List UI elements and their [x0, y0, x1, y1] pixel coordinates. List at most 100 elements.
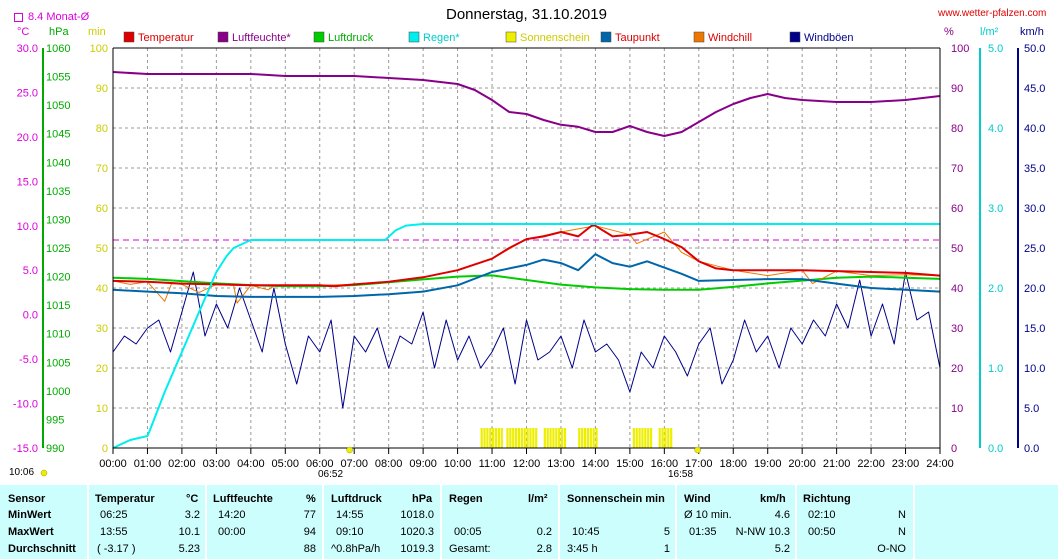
temp-tick-label: 10.0 — [17, 221, 38, 233]
stats-press-header: Luftdruck — [331, 493, 382, 505]
sunshine-bar — [483, 428, 486, 448]
sun-tick-label: 80 — [96, 123, 108, 135]
stats-hum-max-time: 00:00 — [218, 526, 246, 538]
x-tick-label: 09:00 — [409, 458, 437, 470]
wind-tick-label: 15.0 — [1024, 323, 1045, 335]
x-tick-label: 24:00 — [926, 458, 954, 470]
temp-tick-label: 0.0 — [23, 310, 38, 322]
press-tick-label: 1015 — [46, 300, 70, 312]
hum-tick-label: 40 — [951, 283, 963, 295]
stats-temp-avg-value: 5.23 — [178, 543, 200, 555]
sun-tick-label: 10 — [96, 403, 108, 415]
stats-sensor-header: Sensor — [8, 493, 46, 505]
rain-tick-label: 5.0 — [988, 43, 1003, 55]
legend-label: Windchill — [708, 32, 752, 44]
wind-tick-label: 0.0 — [1024, 443, 1039, 455]
temp-tick-label: 20.0 — [17, 132, 38, 144]
sunshine-bar — [664, 428, 667, 448]
weather-chart: 30.0 25.0 20.0 15.0 10.0 5.0 0.0 -5.0 -10.0 -15.0… — [13, 31, 1045, 477]
sun-tick-label: 50 — [96, 243, 108, 255]
sunshine-bar — [638, 428, 641, 448]
sunshine-bar — [555, 428, 558, 448]
stats-hum-unit: % — [306, 493, 316, 505]
stats-sun-total: 3:45 h — [567, 543, 598, 555]
wind-tick-label: 45.0 — [1024, 83, 1045, 95]
sunshine-bar — [526, 428, 529, 448]
rain-axis-unit: l/m² — [980, 26, 999, 38]
legend-swatch — [789, 31, 801, 43]
site-link[interactable]: www.wetter-pfalzen.com — [938, 8, 1047, 19]
press-tick-label: 990 — [46, 443, 64, 455]
x-tick-label: 10:00 — [444, 458, 472, 470]
sunshine-bar — [512, 428, 515, 448]
sunshine-bar — [649, 428, 653, 448]
sunshine-bar — [489, 428, 492, 448]
legend-swatch — [313, 31, 325, 43]
stats-wind-avg10-label: Ø 10 min. — [684, 509, 732, 521]
legend-swatch — [408, 31, 420, 43]
sun-event-marker — [694, 446, 701, 454]
x-tick-label: 12:00 — [513, 458, 541, 470]
stats-press-trend: ^0.8hPa/h — [331, 543, 381, 555]
stats-dir-max-time: 00:50 — [808, 526, 836, 538]
stats-dir-min-value: N — [898, 509, 906, 521]
stats-temp-max-time: 13:55 — [100, 526, 128, 538]
x-tick-label: 16:00 — [651, 458, 679, 470]
sunshine-bar — [581, 428, 584, 448]
series-regen-line — [112, 223, 940, 449]
wind-tick-label: 35.0 — [1024, 163, 1045, 175]
stats-rain-max-value: 0.2 — [536, 526, 552, 538]
stats-temp-unit: °C — [186, 493, 199, 505]
x-tick-label: 20:00 — [788, 458, 816, 470]
sunshine-bar — [583, 428, 587, 448]
x-tick-label: 01:00 — [134, 458, 162, 470]
x-tick-label: 19:00 — [754, 458, 782, 470]
sun-tick-label: 90 — [96, 83, 108, 95]
hum-tick-label: 90 — [951, 83, 963, 95]
stats-rain-max-time: 00:05 — [454, 526, 482, 538]
sunshine-bar — [632, 428, 635, 448]
sunshine-bar — [494, 428, 498, 448]
legend-swatch — [693, 31, 705, 43]
press-tick-label: 1020 — [46, 272, 70, 284]
hum-tick-label: 50 — [951, 243, 963, 255]
x-tick-label: 08:00 — [375, 458, 403, 470]
sunrise-time: 06:52 — [318, 469, 344, 480]
sunshine-bar — [535, 428, 538, 448]
x-tick-label: 23:00 — [892, 458, 920, 470]
sun-tick-label: 100 — [90, 43, 108, 55]
sunshine-bars — [480, 428, 673, 448]
sunshine-bar — [500, 428, 503, 448]
x-tick-label: 17:00 — [685, 458, 713, 470]
stats-hum-min-time: 14:20 — [218, 509, 246, 521]
monthly-average-label: 8.4 Monat-Ø — [28, 11, 90, 23]
press-tick-label: 1005 — [46, 357, 70, 369]
sunshine-bar — [641, 428, 644, 448]
x-tick-label: 00:00 — [99, 458, 127, 470]
sunshine-bar — [523, 428, 526, 448]
series-luftfeuchte-line — [112, 71, 941, 137]
stats-rain-total-value: 2.8 — [536, 543, 552, 555]
stats-press-avg-value: 1019.3 — [400, 543, 434, 555]
legend-label: Luftdruck — [328, 32, 374, 44]
stats-sun-max-value: 5 — [663, 526, 670, 538]
rain-tick-label: 0.0 — [988, 443, 1003, 455]
stats-temp-min-value: 3.2 — [184, 509, 200, 521]
hum-tick-label: 80 — [951, 123, 963, 135]
chart-legend: Temperatur Luftfeuchte* Luftdruck Regen* Son… — [123, 31, 854, 44]
sunshine-bar — [506, 428, 509, 448]
press-tick-label: 1010 — [46, 329, 70, 341]
stats-hum-max-value: 94 — [303, 526, 316, 538]
legend-label: Taupunkt — [615, 32, 660, 44]
sunshine-bar — [658, 428, 661, 448]
temp-tick-label: 15.0 — [17, 176, 38, 188]
sunshine-bar — [578, 428, 581, 448]
stats-dir-avg-value: O-NO — [877, 543, 906, 555]
sun-tick-label: 30 — [96, 323, 108, 335]
wind-tick-label: 5.0 — [1024, 403, 1039, 415]
stats-table: Sensor MinWert MaxWert Durchschnitt Temp… — [0, 485, 1058, 559]
press-tick-label: 1035 — [46, 186, 70, 198]
stats-press-max-value: 1020.3 — [400, 526, 434, 538]
stats-dir-header: Richtung — [803, 493, 851, 505]
x-tick-label: 03:00 — [203, 458, 231, 470]
